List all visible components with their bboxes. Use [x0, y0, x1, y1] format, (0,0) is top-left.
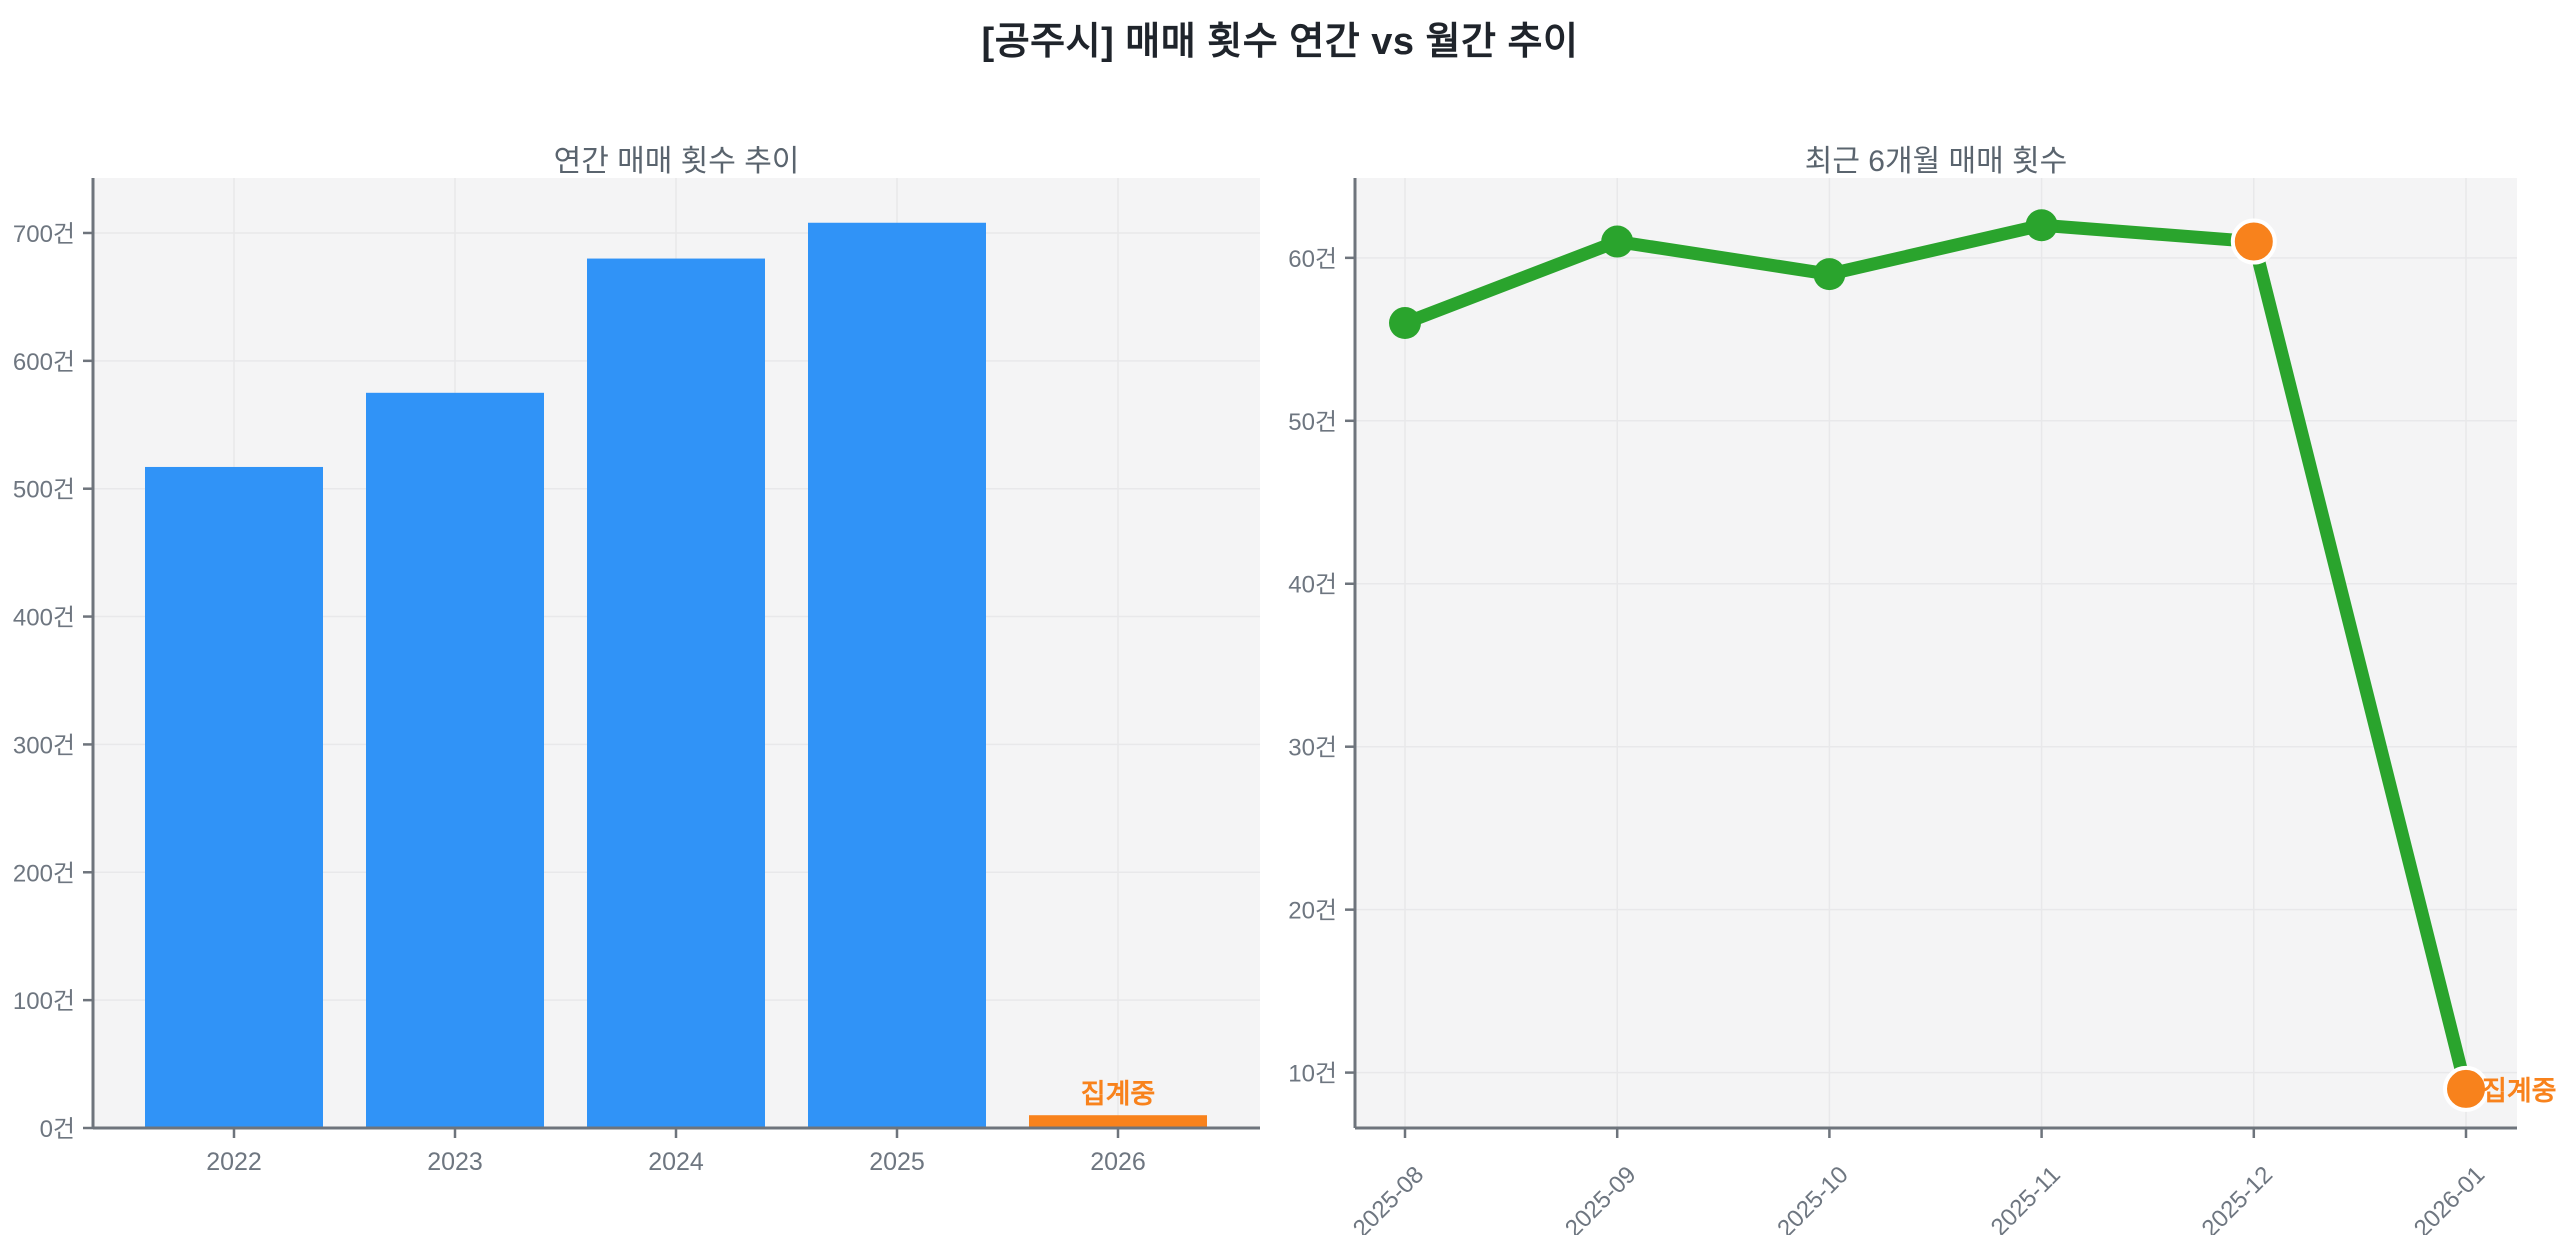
point-2025-08: [1389, 307, 1421, 340]
y-tick-label: 700건: [13, 221, 75, 248]
x-tick-label: 2024: [648, 1148, 704, 1176]
monthly-chart-title: 최근 6개월 매매 횟수: [1804, 145, 2068, 178]
bar-2022: [145, 466, 323, 1129]
monthly-aggregating-label: 집계중: [2482, 1076, 2557, 1106]
y-tick-label: 60건: [1288, 246, 1337, 273]
monthly-plot-area: [1355, 178, 2517, 1128]
y-tick-label: 0건: [40, 1116, 75, 1143]
point-2025-09: [1601, 225, 1634, 258]
point-2025-11: [2025, 209, 2058, 242]
x-tick-label: 2023: [427, 1148, 483, 1176]
annual-chart-title: 연간 매매 횟수 추이: [553, 145, 800, 178]
x-tick-label: 2025-12: [2197, 1161, 2278, 1235]
x-tick-label: 2026-01: [2409, 1161, 2490, 1235]
x-tick-label: 2026: [1090, 1148, 1146, 1176]
point-2025-12: [2230, 218, 2277, 265]
y-tick-label: 300건: [13, 732, 75, 759]
x-tick-label: 2022: [206, 1148, 262, 1176]
y-tick-label: 20건: [1288, 898, 1337, 925]
monthly-trend-line: [1398, 218, 2473, 1096]
y-tick-label: 40건: [1288, 572, 1337, 599]
point-2025-10: [1813, 258, 1846, 291]
y-tick-label: 100건: [13, 988, 75, 1015]
main-title: [공주시] 매매 횟수 연간 vs 월간 추이: [981, 21, 1579, 63]
bar-2023: [366, 392, 544, 1129]
y-tick-label: 400건: [13, 605, 75, 632]
bar-2026: [1029, 1115, 1207, 1128]
y-tick-label: 500건: [13, 477, 75, 504]
y-tick-label: 200건: [13, 860, 75, 887]
x-tick-label: 2025-10: [1772, 1161, 1853, 1235]
y-tick-label: 30건: [1288, 735, 1337, 762]
point-2026-01: [2443, 1065, 2489, 1112]
y-tick-label: 50건: [1288, 409, 1337, 436]
bar-2024: [587, 258, 765, 1128]
annual-aggregating-label: 집계중: [1081, 1079, 1156, 1109]
x-tick-label: 2025-11: [1986, 1161, 2066, 1235]
annual-bar-chart: 0건 100건 200건 300건 400건 500건 600건 700건 2022 2023 20…: [13, 178, 1260, 1176]
monthly-line-chart: 10건 20건 30건 40건 50건 60건 2025-08 2025-09 2025-10 2…: [1288, 178, 2557, 1235]
y-tick-label: 600건: [13, 349, 75, 376]
x-tick-label: 2025-09: [1560, 1161, 1641, 1235]
bar-2025: [808, 222, 986, 1129]
x-tick-label: 2025: [869, 1148, 925, 1176]
y-tick-label: 10건: [1288, 1061, 1337, 1088]
x-tick-label: 2025-08: [1348, 1161, 1429, 1235]
